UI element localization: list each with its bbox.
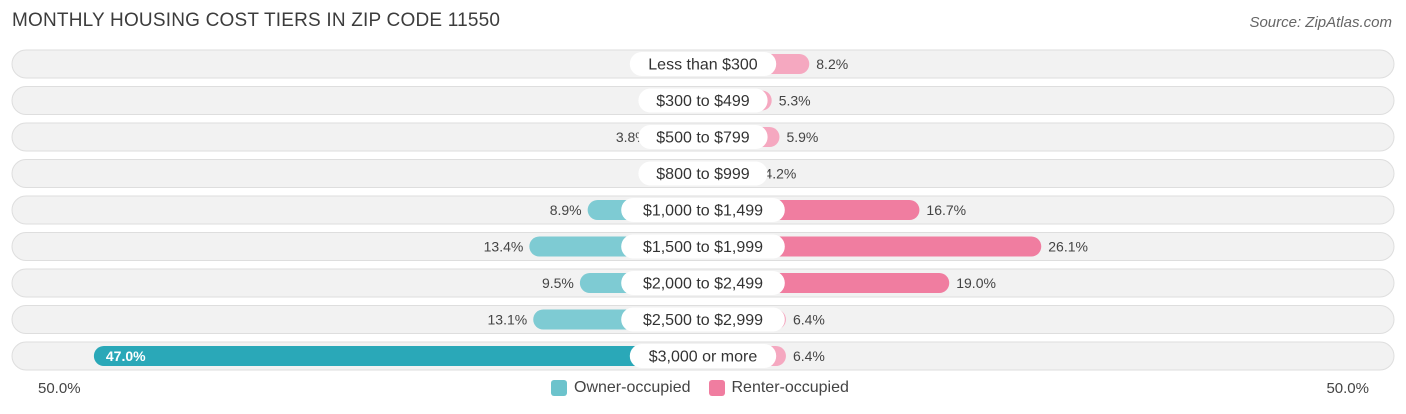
category-label: $2,500 to $2,999 [643, 312, 763, 329]
renter-value-label: 6.4% [793, 348, 825, 364]
legend: Owner-occupied Renter-occupied [551, 379, 867, 397]
legend-item-owner: Owner-occupied [551, 379, 691, 397]
chart-title: MONTHLY HOUSING COST TIERS IN ZIP CODE 1… [12, 10, 501, 31]
axis-right-label: 50.0% [1326, 380, 1369, 397]
legend-swatch-renter [708, 380, 725, 396]
category-label: $500 to $799 [656, 130, 750, 147]
renter-value-label: 8.2% [816, 56, 848, 72]
category-label: $800 to $999 [656, 166, 750, 183]
category-label: $1,500 to $1,999 [643, 239, 763, 256]
renter-bar [703, 236, 1042, 257]
owner-value-label: 9.5% [542, 275, 574, 291]
legend-label-owner: Owner-occupied [574, 379, 691, 396]
category-label: $2,000 to $2,499 [643, 276, 763, 293]
chart-source: Source: ZipAtlas.com [1249, 14, 1392, 31]
renter-value-label: 6.4% [793, 312, 825, 328]
owner-value-label: 13.4% [484, 239, 524, 255]
owner-bar [93, 346, 703, 366]
category-pill [629, 344, 777, 368]
category-pill [629, 52, 777, 76]
renter-value-label: 4.2% [764, 166, 796, 182]
category-pill [638, 88, 768, 113]
axis-left-label: 50.0% [38, 380, 81, 397]
renter-value-label: 26.1% [1048, 239, 1088, 255]
category-label: $3,000 or more [649, 349, 758, 366]
owner-value-label: 47.0% [106, 348, 146, 364]
owner-value-label: 8.9% [550, 202, 582, 218]
category-pill [638, 161, 768, 186]
category-label: $300 to $499 [656, 93, 750, 110]
legend-swatch-owner [551, 380, 567, 396]
renter-value-label: 16.7% [926, 202, 966, 218]
legend-item-renter: Renter-occupied [708, 379, 849, 397]
renter-value-label: 5.3% [779, 93, 811, 109]
owner-value-label: 13.1% [488, 312, 528, 328]
category-pill [621, 307, 785, 332]
category-pill [621, 234, 785, 259]
category-pill [638, 125, 768, 149]
category-label: $1,000 to $1,499 [643, 203, 763, 220]
category-pill [621, 198, 785, 222]
renter-value-label: 5.9% [786, 129, 818, 145]
category-label: Less than $300 [648, 57, 758, 74]
renter-value-label: 19.0% [956, 275, 996, 291]
legend-label-renter: Renter-occupied [731, 379, 849, 396]
category-pill [621, 271, 785, 295]
